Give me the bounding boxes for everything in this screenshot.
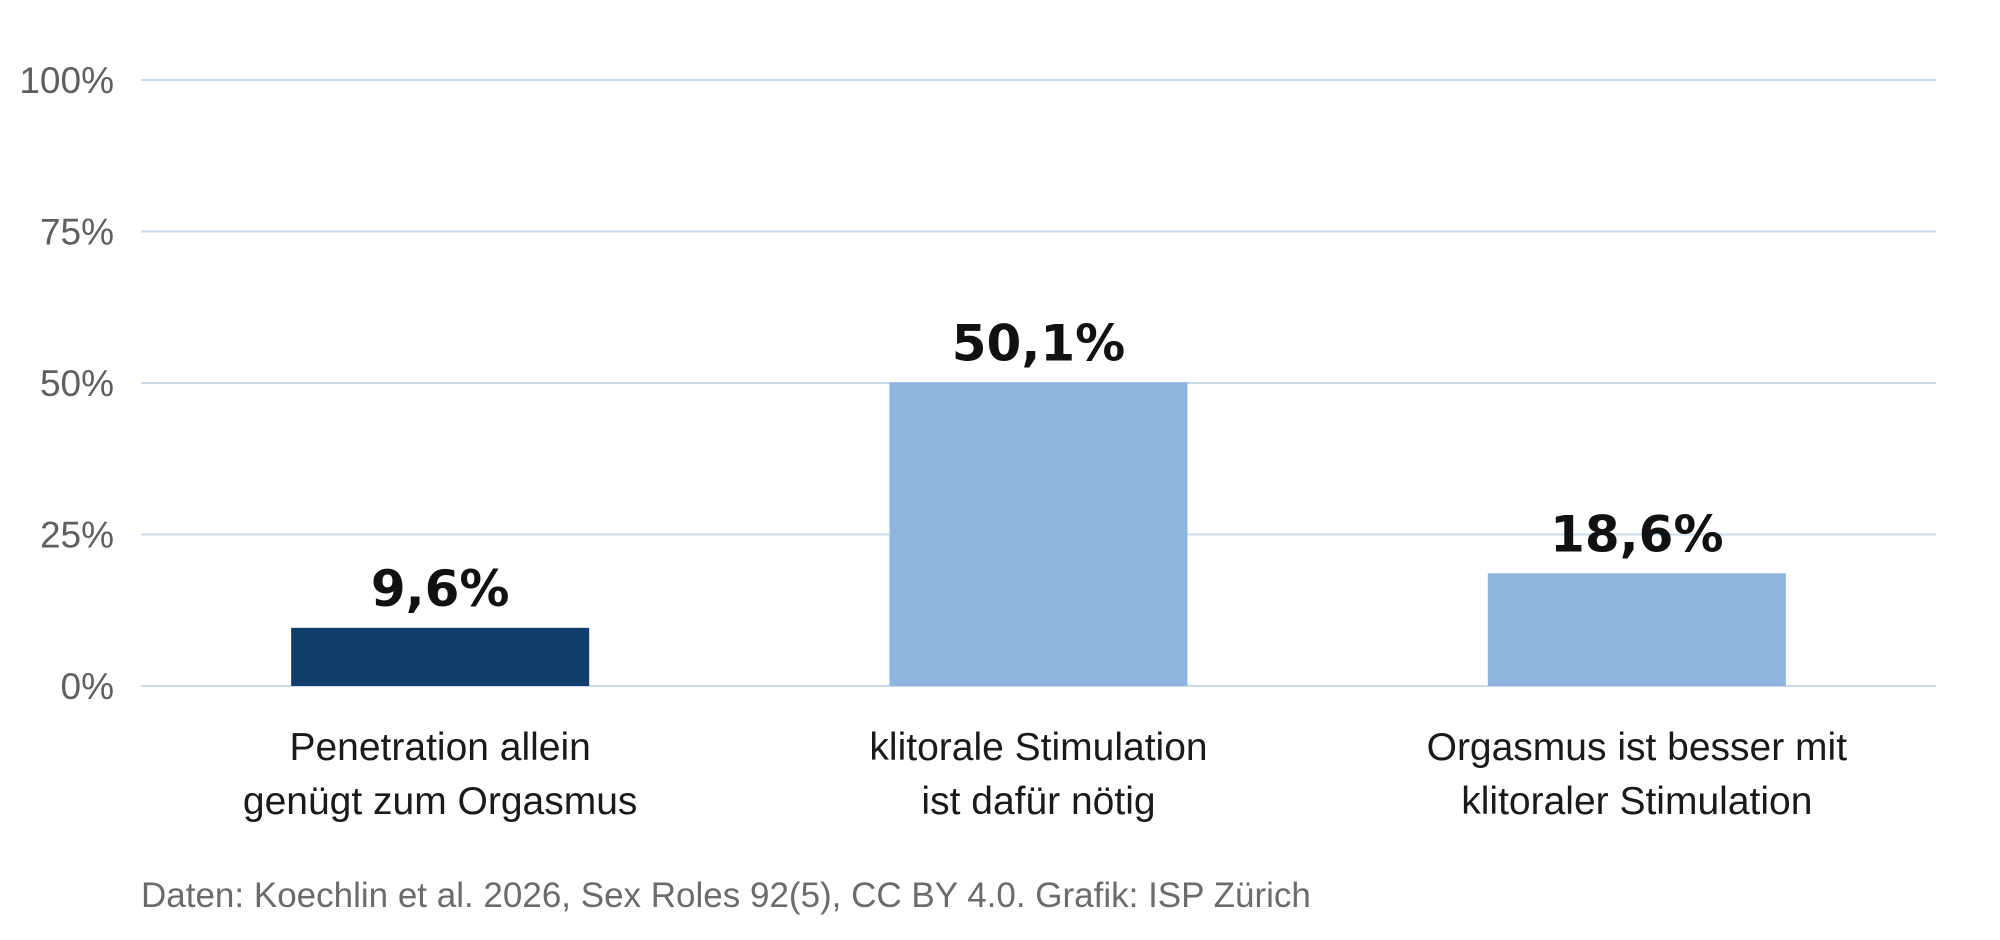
y-tick-label: 75% [40, 212, 114, 253]
bar [1487, 573, 1786, 686]
y-tick-label: 0% [61, 666, 114, 707]
category-labels: Penetration allein genügt zum Orgasmus kli… [243, 726, 1847, 823]
bars [291, 382, 1786, 686]
bar [889, 382, 1188, 686]
value-label: 9,6% [371, 560, 510, 618]
category-label-line: Orgasmus ist besser mit [1427, 726, 1848, 769]
y-tick-label: 100% [19, 60, 114, 101]
category-label-line: ist dafür nötig [921, 780, 1155, 823]
y-tick-label: 25% [40, 515, 114, 556]
category-label-line: genügt zum Orgasmus [243, 780, 638, 823]
category-label-line: klitoraler Stimulation [1461, 780, 1812, 823]
category-label: klitorale Stimulation ist dafür nötig [869, 726, 1207, 823]
source-note: Daten: Koechlin et al. 2026, Sex Roles 9… [141, 876, 1311, 915]
value-label: 18,6% [1550, 505, 1723, 563]
category-label-line: Penetration allein [289, 726, 590, 769]
y-axis-tick-labels: 0% 25% 50% 75% 100% [19, 60, 114, 707]
value-label: 50,1% [952, 314, 1125, 372]
value-labels: 9,6% 50,1% 18,6% [371, 314, 1724, 617]
category-label: Orgasmus ist besser mit klitoraler Stimul… [1427, 726, 1848, 823]
y-tick-label: 50% [40, 363, 114, 404]
bar [291, 627, 590, 686]
category-label-line: klitorale Stimulation [869, 726, 1207, 769]
category-label: Penetration allein genügt zum Orgasmus [243, 726, 638, 823]
